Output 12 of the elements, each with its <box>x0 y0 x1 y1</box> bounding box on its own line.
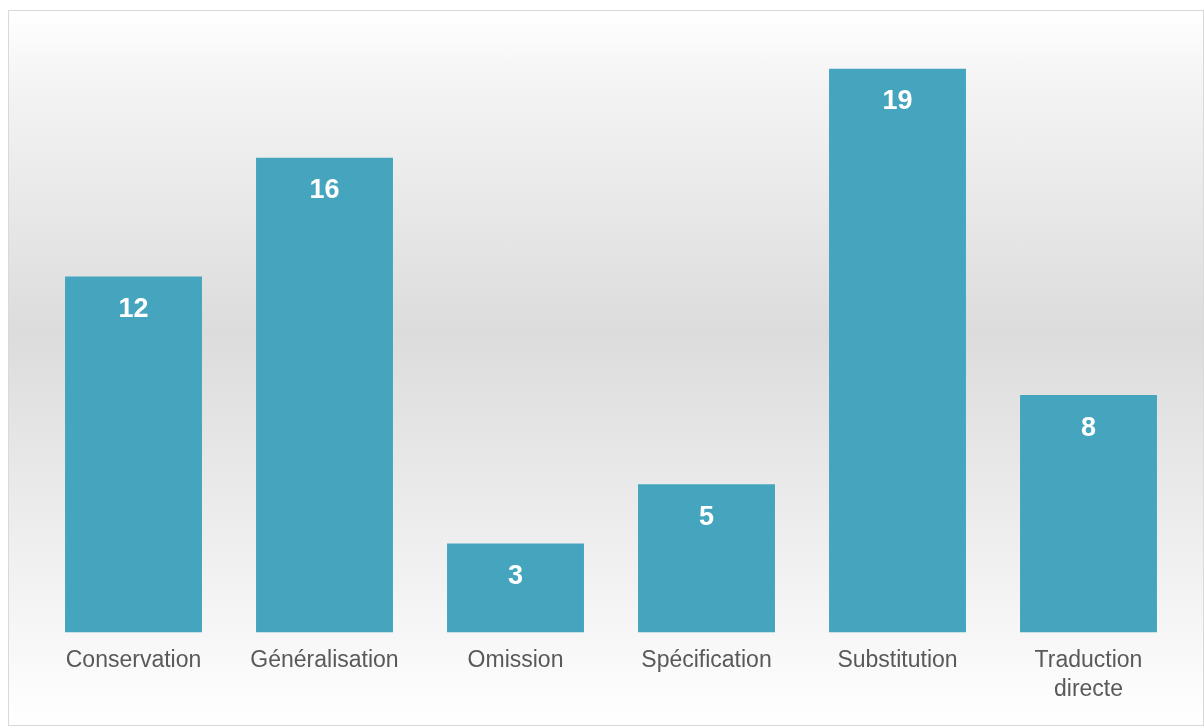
data-label: 8 <box>1080 411 1097 442</box>
data-label: 12 <box>118 292 149 323</box>
data-label: 19 <box>882 85 913 116</box>
x-tick-label: Omission <box>467 646 564 673</box>
x-tick-label: Généralisation <box>250 646 399 673</box>
data-label: 5 <box>698 500 715 531</box>
x-tick-label: Conservation <box>65 646 202 673</box>
x-tick-label: Spécification <box>641 646 772 673</box>
x-tick-label: Substitution <box>837 646 958 673</box>
data-label: 16 <box>309 174 340 205</box>
x-tick-label: Traduction directe <box>1034 646 1143 701</box>
data-label: 3 <box>507 559 524 590</box>
